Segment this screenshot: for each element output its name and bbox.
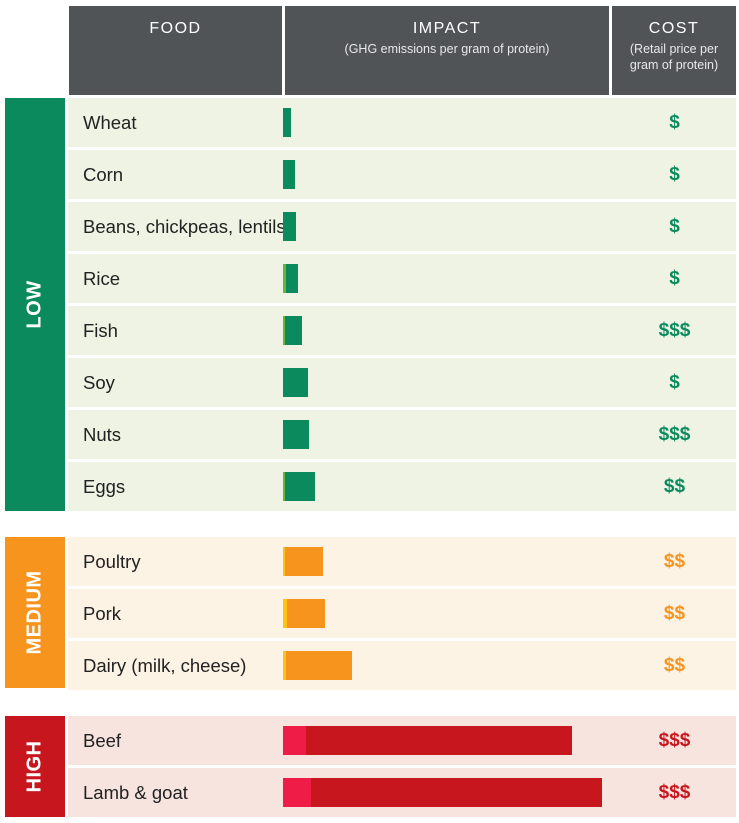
impact-bar [283,420,613,449]
impact-bar [283,726,613,755]
food-label: Nuts [83,424,122,445]
table-row: Pork $$ [68,589,736,638]
header-impact-label: IMPACT [412,20,482,37]
food-label: Wheat [83,112,137,133]
header-cost-subtitle: (Retail price per gram of protein) [629,42,719,72]
food-label: Eggs [83,476,126,497]
cost-label: $ [669,164,680,185]
table-row: Lamb & goat $$$ [68,768,736,817]
impact-bar-segment [283,368,308,397]
impact-bar [283,778,613,807]
impact-bar-segment-light [283,316,285,345]
group-label-text: HIGH [23,740,46,793]
cost-label: $$ [663,476,686,497]
table-row: Soy $ [68,358,736,407]
impact-bar-segment [286,651,352,680]
group-label-low: LOW [5,98,65,511]
cost-label: $ [669,112,680,133]
impact-bar-segment [306,726,572,755]
cost-label: $$ [663,655,686,676]
cost-label: $$$ [658,782,691,803]
table-row: Nuts $$$ [68,410,736,459]
table-row: Dairy (milk, cheese) $$ [68,641,736,690]
cost-label: $ [669,216,680,237]
impact-bar-segment-light [283,778,311,807]
table-row: Beans, chickpeas, lentils $ [68,202,736,251]
table-row: Eggs $$ [68,462,736,511]
table-row: Rice $ [68,254,736,303]
header-food: FOOD [69,6,282,95]
food-label: Poultry [83,551,141,572]
table-row: Poultry $$ [68,537,736,586]
cost-label: $$ [663,551,686,572]
impact-bar [283,368,613,397]
impact-bar-segment [311,778,602,807]
impact-bar-segment [283,160,295,189]
impact-bar-segment-light [283,472,285,501]
impact-bar [283,160,613,189]
food-label: Beans, chickpeas, lentils [83,216,286,237]
cost-label: $$ [663,603,686,624]
cost-label: $ [669,372,680,393]
impact-bar-segment [285,472,315,501]
header-impact: IMPACT (GHG emissions per gram of protei… [285,6,609,95]
header-food-label: FOOD [149,20,202,37]
food-label: Pork [83,603,122,624]
impact-bar-segment [285,547,323,576]
impact-bar [283,651,613,680]
group-label-text: LOW [23,280,46,329]
table-row: Beef $$$ [68,716,736,765]
table-row: Corn $ [68,150,736,199]
cost-label: $$$ [658,424,691,445]
group-label-medium: MEDIUM [5,537,65,688]
table-row: Fish $$$ [68,306,736,355]
impact-bar-segment [283,420,309,449]
cost-label: $$$ [658,320,691,341]
food-label: Soy [83,372,115,393]
header-impact-subtitle: (GHG emissions per gram of protein) [344,42,550,56]
impact-bar [283,599,613,628]
impact-bar-segment-light [283,599,287,628]
impact-bar [283,472,613,501]
impact-bar [283,108,613,137]
group-label-text: MEDIUM [23,570,46,655]
header-cost: COST (Retail price per gram of protein) [612,6,736,95]
food-label: Lamb & goat [83,782,188,803]
impact-bar-segment-light [283,547,285,576]
impact-bar-segment [283,108,291,137]
food-label: Rice [83,268,121,289]
impact-bar-segment [287,599,325,628]
impact-bar-segment [286,264,298,293]
header-cost-label: COST [648,20,700,37]
impact-bar [283,264,613,293]
impact-bar-segment [285,316,302,345]
cost-label: $ [669,268,680,289]
impact-bar-segment [283,212,296,241]
impact-bar-segment-light [283,651,286,680]
impact-bar [283,547,613,576]
group-label-high: HIGH [5,716,65,817]
food-label: Dairy (milk, cheese) [83,655,247,676]
impact-bar-segment-light [283,726,306,755]
food-label: Fish [83,320,118,341]
food-label: Corn [83,164,124,185]
cost-label: $$$ [658,730,691,751]
impact-bar [283,212,613,241]
impact-bar-segment-light [283,264,286,293]
food-label: Beef [83,730,122,751]
impact-bar [283,316,613,345]
table-row: Wheat $ [68,98,736,147]
